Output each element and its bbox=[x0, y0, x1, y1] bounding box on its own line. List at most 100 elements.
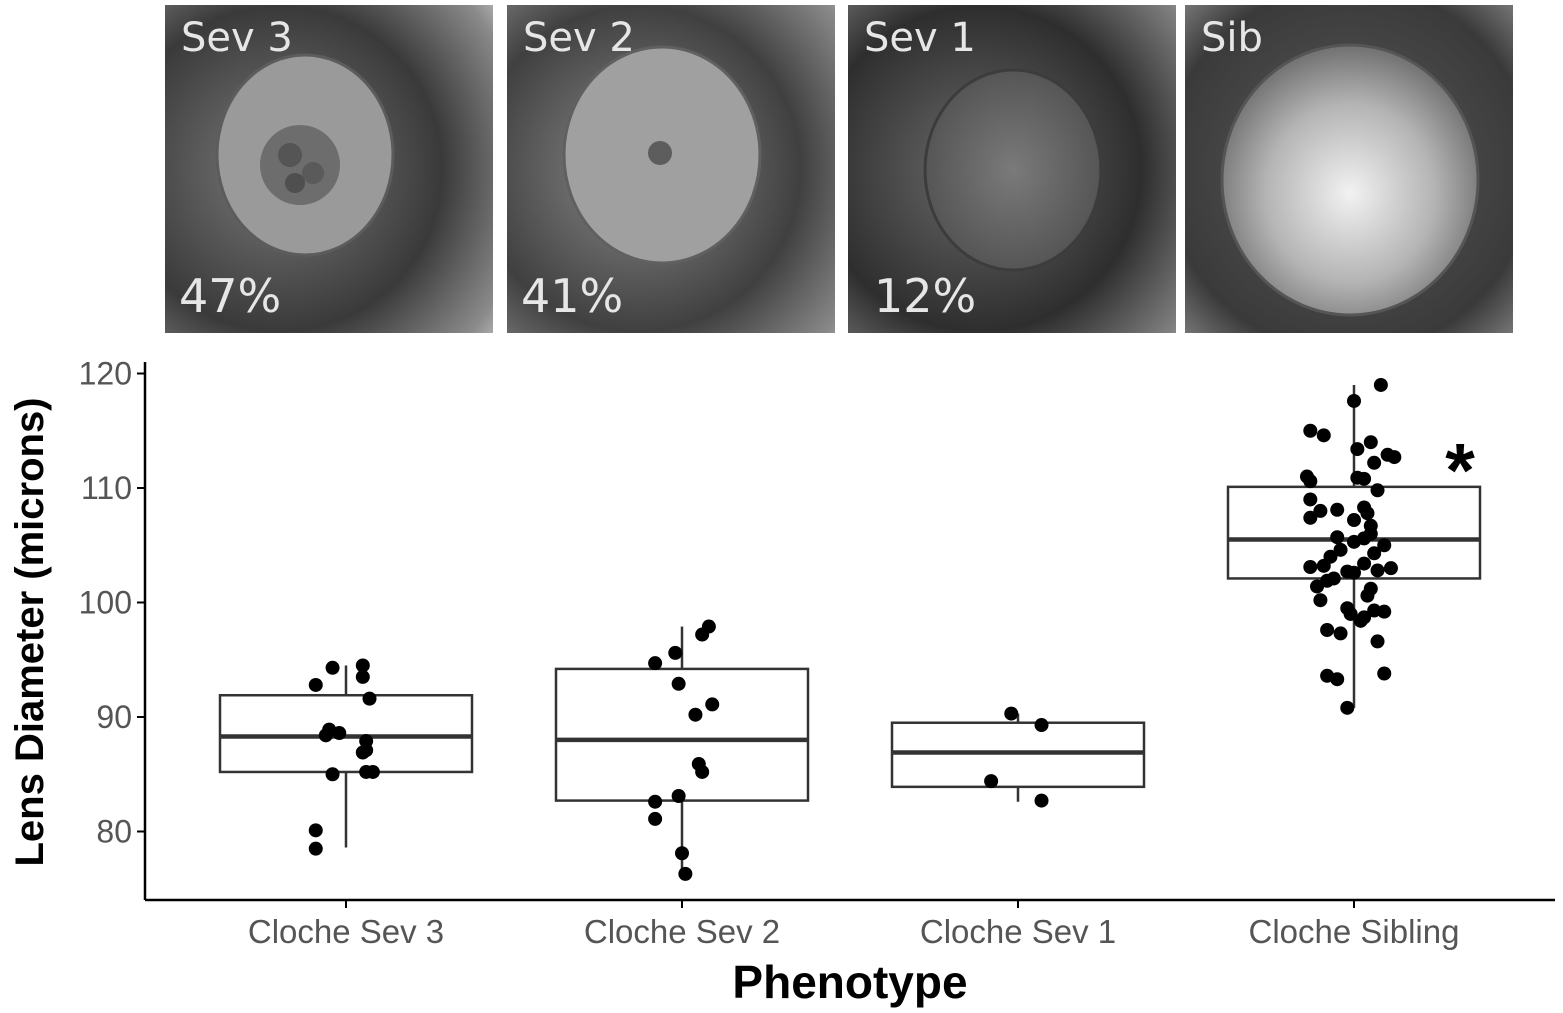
x-tick-label: Cloche Sev 3 bbox=[248, 913, 444, 950]
data-point bbox=[1303, 510, 1318, 525]
panel-percent: 41% bbox=[521, 269, 624, 323]
data-point bbox=[671, 789, 686, 804]
data-point bbox=[695, 764, 710, 779]
data-point bbox=[1363, 435, 1378, 450]
data-point bbox=[1303, 560, 1318, 575]
data-point bbox=[1313, 503, 1328, 518]
data-point bbox=[671, 676, 686, 691]
y-tick-label: 120 bbox=[79, 356, 132, 392]
data-point bbox=[355, 658, 370, 673]
x-tick-label: Cloche Sibling bbox=[1249, 913, 1460, 950]
data-point bbox=[688, 707, 703, 722]
data-point bbox=[318, 728, 333, 743]
data-point bbox=[1357, 556, 1372, 571]
data-point bbox=[1377, 666, 1392, 681]
image-panel-sev3: Sev 3 47% bbox=[165, 5, 493, 333]
data-point bbox=[332, 726, 347, 741]
data-point bbox=[1377, 604, 1392, 619]
data-point bbox=[1340, 700, 1355, 715]
x-axis: Cloche Sev 3 Cloche Sev 2 Cloche Sev 1 Cloc… bbox=[145, 898, 1555, 950]
data-point bbox=[1034, 793, 1049, 808]
panel-percent: 12% bbox=[874, 269, 977, 323]
panel-percent: 47% bbox=[179, 269, 282, 323]
y-tick-label: 100 bbox=[79, 585, 132, 621]
panel-label: Sev 3 bbox=[181, 15, 293, 61]
data-point bbox=[1387, 450, 1402, 465]
data-point bbox=[1310, 579, 1325, 594]
data-point bbox=[308, 823, 323, 838]
data-point bbox=[1347, 393, 1361, 408]
data-point bbox=[1333, 542, 1348, 557]
eye-lens-image bbox=[507, 5, 835, 333]
data-point bbox=[678, 866, 693, 881]
data-point bbox=[1367, 546, 1382, 561]
y-axis-title: Lens Diameter (microns) bbox=[8, 397, 52, 866]
image-panel-sib: Sib bbox=[1185, 5, 1513, 333]
data-point bbox=[1343, 606, 1358, 621]
data-point bbox=[1316, 428, 1331, 443]
annotations: * bbox=[1445, 429, 1475, 514]
data-point bbox=[1370, 563, 1385, 578]
eye-lens-image bbox=[165, 5, 493, 333]
data-point bbox=[1004, 706, 1019, 721]
data-point bbox=[325, 660, 340, 675]
y-tick-label: 90 bbox=[96, 699, 132, 735]
y-axis: 80 90 100 110 120 bbox=[79, 356, 147, 900]
data-point bbox=[705, 697, 720, 712]
image-panel-sev1: Sev 1 12% bbox=[848, 5, 1176, 333]
eye-lens-image bbox=[1185, 5, 1513, 333]
data-point bbox=[1313, 593, 1328, 608]
panel-label: Sev 1 bbox=[864, 15, 976, 61]
data-point bbox=[1316, 558, 1331, 573]
data-point bbox=[1303, 423, 1318, 438]
data-point bbox=[648, 811, 663, 826]
eye-lens-image bbox=[848, 5, 1176, 333]
data-point bbox=[1034, 718, 1049, 733]
data-point bbox=[668, 645, 683, 660]
data-point bbox=[648, 656, 663, 671]
x-tick-label: Cloche Sev 2 bbox=[584, 913, 780, 950]
data-point bbox=[1333, 626, 1348, 641]
data-point bbox=[1360, 506, 1375, 521]
data-point bbox=[1330, 502, 1345, 517]
x-tick-label: Cloche Sev 1 bbox=[920, 913, 1116, 950]
data-point bbox=[1377, 538, 1392, 553]
panel-label: Sib bbox=[1201, 15, 1263, 61]
data-point bbox=[701, 619, 716, 634]
data-point bbox=[1303, 492, 1318, 507]
y-tick-label: 110 bbox=[81, 470, 132, 506]
data-point bbox=[1350, 442, 1365, 457]
data-point bbox=[308, 841, 323, 856]
box bbox=[218, 693, 474, 774]
data-point bbox=[1353, 613, 1368, 628]
boxes bbox=[218, 384, 1482, 874]
data-point bbox=[1357, 471, 1372, 486]
x-axis-title: Phenotype bbox=[732, 956, 967, 1008]
data-point bbox=[1347, 565, 1361, 580]
significance-asterisk: * bbox=[1445, 429, 1475, 514]
panel-label: Sev 2 bbox=[523, 15, 635, 61]
image-panel-sev2: Sev 2 41% bbox=[507, 5, 835, 333]
box bbox=[1226, 485, 1482, 580]
data-point bbox=[1330, 530, 1345, 545]
data-point bbox=[1370, 634, 1385, 649]
y-tick-label: 80 bbox=[96, 814, 132, 850]
data-point bbox=[355, 745, 370, 760]
data-point bbox=[1373, 377, 1388, 392]
data-point bbox=[1347, 534, 1361, 549]
data-point bbox=[1303, 474, 1318, 489]
data-point bbox=[984, 774, 999, 789]
data-point bbox=[325, 767, 340, 782]
data-point bbox=[675, 846, 689, 861]
data-point bbox=[1383, 561, 1398, 576]
data-point bbox=[365, 764, 380, 779]
data-point bbox=[1347, 513, 1361, 528]
data-point bbox=[308, 677, 323, 692]
data-point bbox=[355, 669, 370, 684]
data-point bbox=[1370, 483, 1385, 498]
data-points bbox=[308, 377, 1402, 881]
data-point bbox=[1330, 672, 1345, 687]
data-point bbox=[362, 691, 377, 706]
data-point bbox=[1367, 455, 1382, 470]
